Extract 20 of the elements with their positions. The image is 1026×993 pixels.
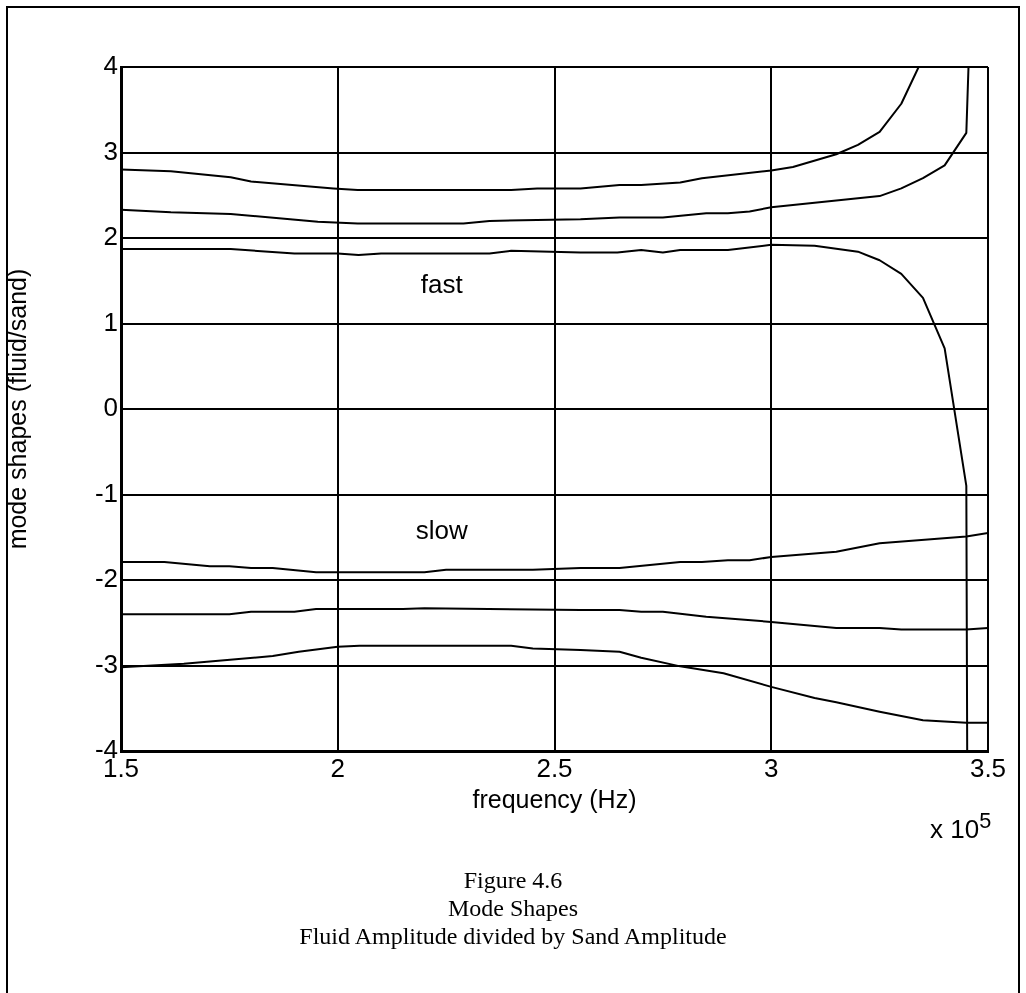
y-tick-label: 0 xyxy=(103,392,118,423)
y-tick-label: -3 xyxy=(94,648,118,679)
x-tick-label: 2.5 xyxy=(536,752,573,783)
y-tick-label: 3 xyxy=(103,135,118,166)
text: x 10$^{5}$ xyxy=(930,808,992,845)
text: Mode Shapes xyxy=(447,894,579,922)
caption: Figure 4.6 xyxy=(462,866,564,894)
x-tick-label: 3.5 xyxy=(969,752,1007,783)
x-tick-label: 2 xyxy=(330,752,345,783)
x-tick-label: 3 xyxy=(764,752,779,783)
x-axis-title: frequency (Hz) xyxy=(472,784,637,813)
y-tick-label: -1 xyxy=(94,477,118,508)
y-tick-label: 2 xyxy=(103,221,118,252)
y-axis-title: mode shapes (fluid/sand) xyxy=(2,268,31,550)
annotation: fast xyxy=(420,269,464,300)
text: Fluid Amplitude divided by Sand Amplitude xyxy=(298,922,728,950)
y-tick-label: 4 xyxy=(103,50,118,81)
y-tick-label: 1 xyxy=(103,306,118,337)
y-tick-label: -2 xyxy=(94,563,118,594)
annotation: slow xyxy=(415,515,469,546)
